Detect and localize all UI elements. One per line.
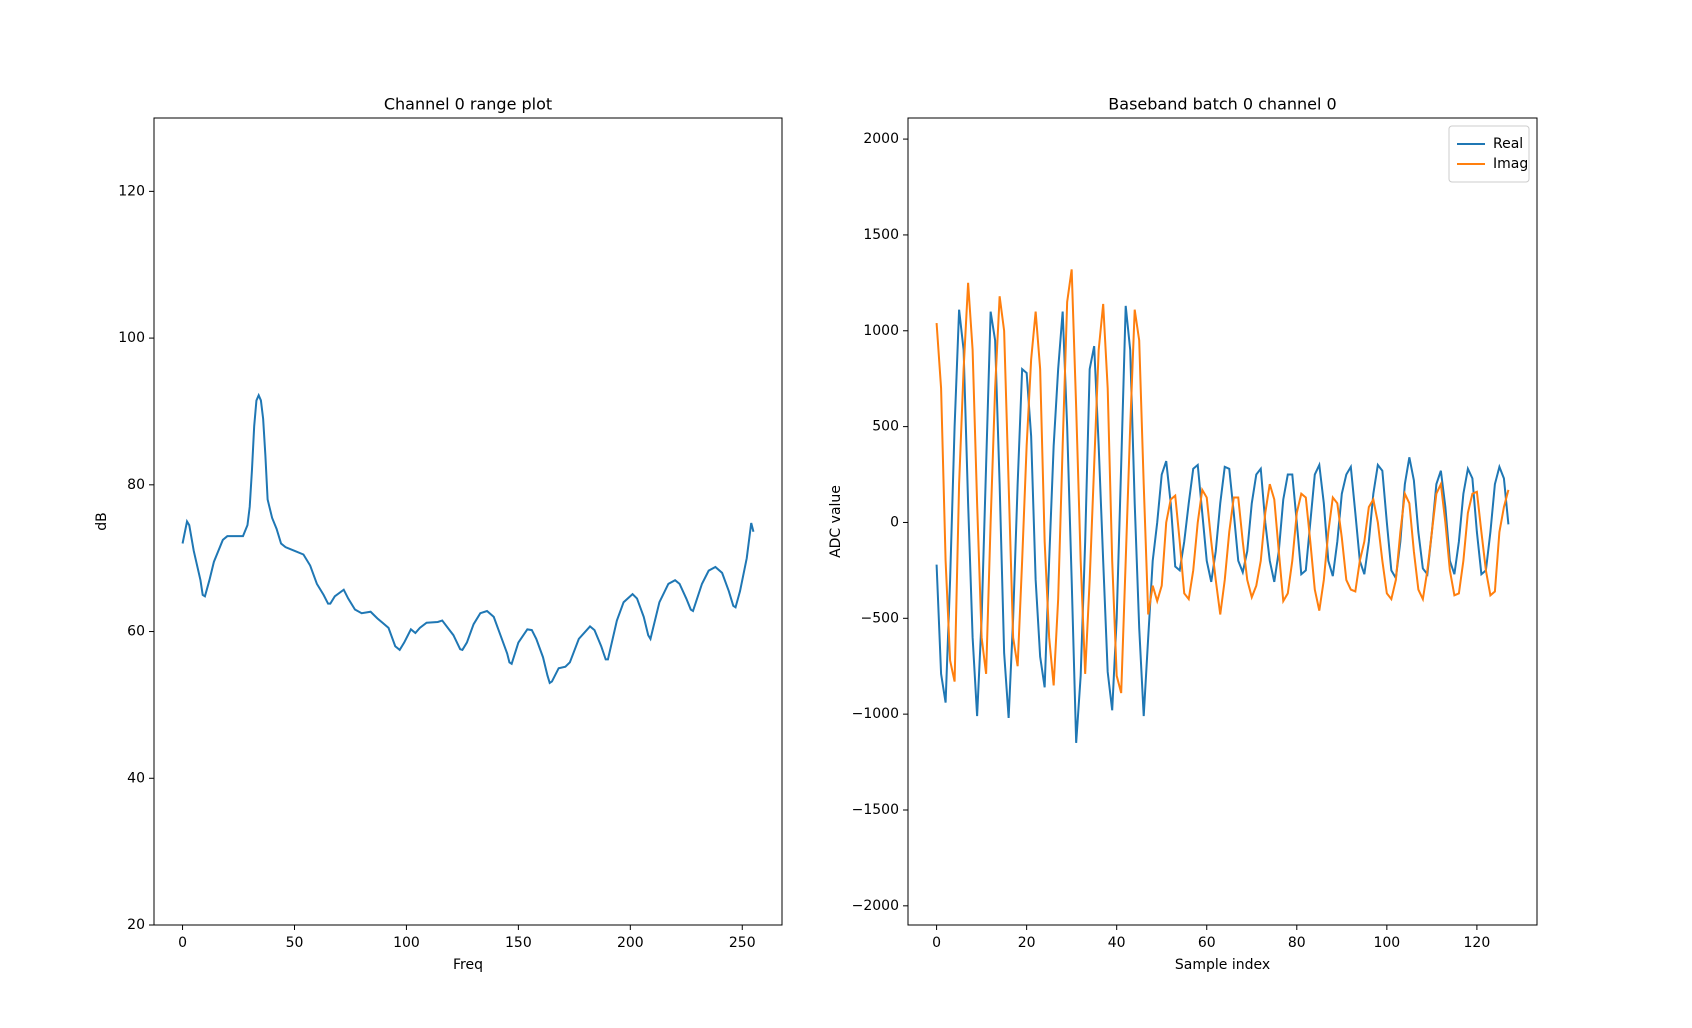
x-tick-label: 60	[1198, 935, 1216, 951]
x-axis-label: Sample index	[1175, 957, 1270, 973]
y-tick-label: 0	[890, 514, 899, 530]
x-tick-label: 100	[1373, 935, 1400, 951]
x-tick-label: 0	[178, 935, 187, 951]
y-tick-label: −2000	[852, 898, 899, 914]
x-tick-label: 250	[729, 935, 756, 951]
x-tick-label: 20	[1018, 935, 1036, 951]
y-tick-label: −500	[861, 610, 899, 626]
y-tick-label: 60	[127, 624, 145, 640]
y-tick-label: 2000	[863, 131, 899, 147]
x-tick-label: 40	[1108, 935, 1126, 951]
y-axis-label: ADC value	[828, 485, 844, 558]
y-tick-label: −1000	[852, 706, 899, 722]
y-tick-label: 500	[872, 419, 899, 435]
y-tick-label: 120	[118, 183, 145, 199]
x-tick-label: 100	[393, 935, 420, 951]
legend-label: Imag	[1493, 156, 1528, 172]
y-tick-label: 80	[127, 477, 145, 493]
x-tick-label: 80	[1288, 935, 1306, 951]
x-tick-label: 0	[932, 935, 941, 951]
chart-title: Channel 0 range plot	[384, 95, 552, 114]
y-tick-label: 100	[118, 330, 145, 346]
data-line	[935, 269, 1510, 694]
axes-frame	[153, 117, 783, 926]
y-tick-label: 40	[127, 770, 145, 786]
y-tick-label: 20	[127, 917, 145, 933]
y-tick-label: 1000	[863, 323, 899, 339]
x-tick-label: 200	[617, 935, 644, 951]
legend-label: Real	[1493, 136, 1523, 152]
x-tick-label: 50	[286, 935, 304, 951]
y-axis-label: dB	[94, 512, 110, 531]
legend-box	[1448, 125, 1530, 183]
x-tick-label: 120	[1464, 935, 1491, 951]
axes-frame	[907, 117, 1538, 926]
chart-title: Baseband batch 0 channel 0	[1108, 95, 1336, 114]
y-tick-label: −1500	[852, 802, 899, 818]
data-line	[181, 392, 755, 685]
y-tick-label: 1500	[863, 227, 899, 243]
data-line	[935, 305, 1510, 743]
x-axis-label: Freq	[453, 957, 483, 973]
x-tick-label: 150	[505, 935, 532, 951]
